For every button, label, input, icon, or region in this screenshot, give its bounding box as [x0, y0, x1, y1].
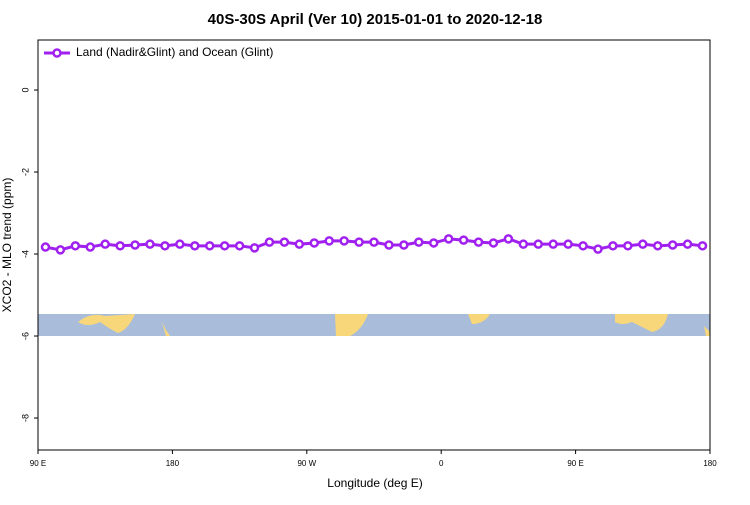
- point: [55, 245, 66, 255]
- point: [667, 240, 678, 250]
- point: [369, 237, 379, 247]
- point: [324, 236, 334, 246]
- point: [652, 241, 663, 251]
- point: [100, 239, 110, 249]
- point: [593, 244, 603, 254]
- point: [70, 241, 81, 251]
- point: [145, 239, 155, 249]
- point: [175, 239, 185, 249]
- point: [130, 240, 140, 250]
- point: [384, 240, 394, 250]
- x-axis-label: Longitude (deg E): [327, 476, 422, 490]
- x-tick-label: 180: [166, 459, 180, 468]
- point: [697, 241, 708, 251]
- point: [443, 234, 454, 244]
- x-tick-label: 0: [439, 459, 444, 468]
- point: [339, 236, 349, 246]
- x-tick-label: 90 E: [30, 459, 46, 468]
- point: [309, 238, 320, 248]
- point: [428, 238, 439, 248]
- point: [638, 239, 648, 249]
- point: [40, 242, 51, 252]
- point: [115, 241, 125, 251]
- point: [160, 241, 170, 251]
- point: [204, 241, 215, 251]
- point: [623, 241, 633, 251]
- x-tick-label: 180: [703, 459, 717, 468]
- point: [85, 242, 96, 252]
- point: [234, 241, 245, 251]
- point: [548, 239, 558, 249]
- point: [503, 234, 514, 244]
- chart-title: 40S-30S April (Ver 10) 2015-01-01 to 202…: [208, 11, 543, 28]
- point: [294, 239, 305, 249]
- point: [488, 238, 499, 248]
- point: [578, 241, 588, 251]
- x-tick-label: 90 E: [567, 459, 583, 468]
- point: [279, 237, 290, 247]
- point: [249, 243, 260, 253]
- legend-marker: [52, 48, 62, 58]
- point: [533, 239, 544, 249]
- y-tick-label: -8: [20, 414, 30, 422]
- y-tick-label: -4: [20, 250, 30, 258]
- map-strip: [38, 314, 710, 336]
- point: [458, 235, 469, 245]
- y-tick-label: -6: [20, 332, 30, 340]
- point: [682, 239, 693, 249]
- point: [518, 239, 529, 249]
- y-axis-label: XCO2 - MLO trend (ppm): [0, 178, 14, 313]
- point: [354, 237, 364, 247]
- point: [219, 241, 230, 251]
- legend-label: Land (Nadir&Glint) and Ocean (Glint): [76, 45, 273, 59]
- plot-frame: [37, 39, 711, 451]
- point: [563, 239, 573, 249]
- y-tick-label: 0: [20, 88, 30, 93]
- point: [399, 240, 409, 250]
- x-tick-label: 90 W: [297, 459, 316, 468]
- point: [264, 237, 275, 247]
- point: [608, 241, 618, 251]
- y-tick-label: -2: [20, 168, 30, 176]
- point: [190, 241, 200, 251]
- point: [414, 237, 424, 247]
- point: [473, 237, 484, 247]
